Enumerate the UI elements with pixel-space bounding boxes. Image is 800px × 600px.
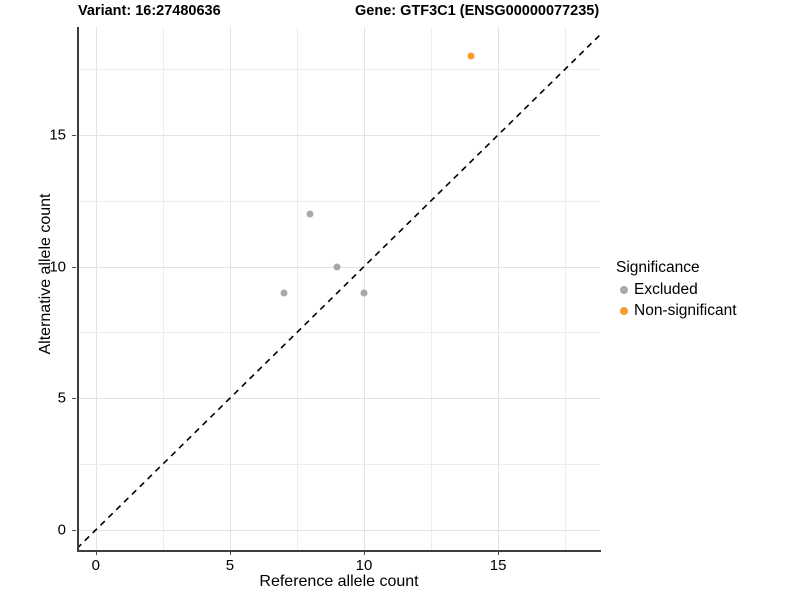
gridline-horizontal [77,464,600,466]
y-tick-label: 15 [49,126,66,144]
legend-item: Non-significant [616,300,737,321]
x-tick-label: 0 [91,557,100,574]
legend: Significance Excluded Non-significant [616,259,737,321]
chart-title-row: Variant: 16:27480636 Gene: GTF3C1 (ENSG0… [0,0,800,26]
x-tick-label: 5 [225,557,235,574]
identity-reference-line [77,34,600,549]
legend-key-swatch [616,306,632,315]
legend-item-label: Non-significant [634,301,737,319]
gridline-horizontal [77,200,600,202]
y-tick-label: 0 [57,521,66,539]
x-axis-line [77,550,601,552]
y-tick-label: 5 [57,389,66,407]
data-point [306,210,314,218]
y-tick-label: 10 [49,258,66,276]
gridline-vertical [498,27,500,551]
y-tick-mark [72,266,76,268]
gridline-horizontal [77,398,600,400]
gridline-vertical [95,27,97,551]
legend-title: Significance [616,259,700,276]
data-point [333,263,341,271]
x-axis-label: Reference allele count [259,573,419,590]
gridline-vertical [229,27,231,551]
legend-dot-icon [620,285,628,294]
data-point [280,289,288,297]
legend-item: Excluded [616,279,737,300]
x-tick-label: 10 [355,557,373,574]
gridline-horizontal [77,332,600,334]
legend-entries: Excluded Non-significant [616,279,737,321]
gene-title: Gene: GTF3C1 (ENSG00000077235) [355,3,600,19]
x-tick-label: 15 [489,557,507,574]
gridline-horizontal [77,69,600,71]
x-tick-mark [498,551,500,555]
y-axis-label: Alternative allele count [37,193,54,355]
legend-dot-icon [620,306,628,315]
gridline-vertical [565,27,567,551]
x-tick-mark [363,551,365,555]
x-tick-mark [229,551,231,555]
data-point [467,52,475,60]
gridline-vertical [431,27,433,551]
gridline-horizontal [77,529,600,531]
data-point [360,289,368,297]
legend-item-label: Excluded [634,280,698,298]
y-tick-mark [72,398,76,400]
variant-title: Variant: 16:27480636 [78,3,221,19]
x-tick-mark [95,551,97,555]
gridline-vertical [162,27,164,551]
gridline-horizontal [77,134,600,136]
gridline-vertical [296,27,298,551]
plot-panel [77,27,600,551]
legend-key-swatch [616,285,632,294]
y-tick-mark [72,529,76,531]
y-tick-mark [72,134,76,136]
plot-area [77,27,600,551]
y-axis-line [77,27,79,551]
